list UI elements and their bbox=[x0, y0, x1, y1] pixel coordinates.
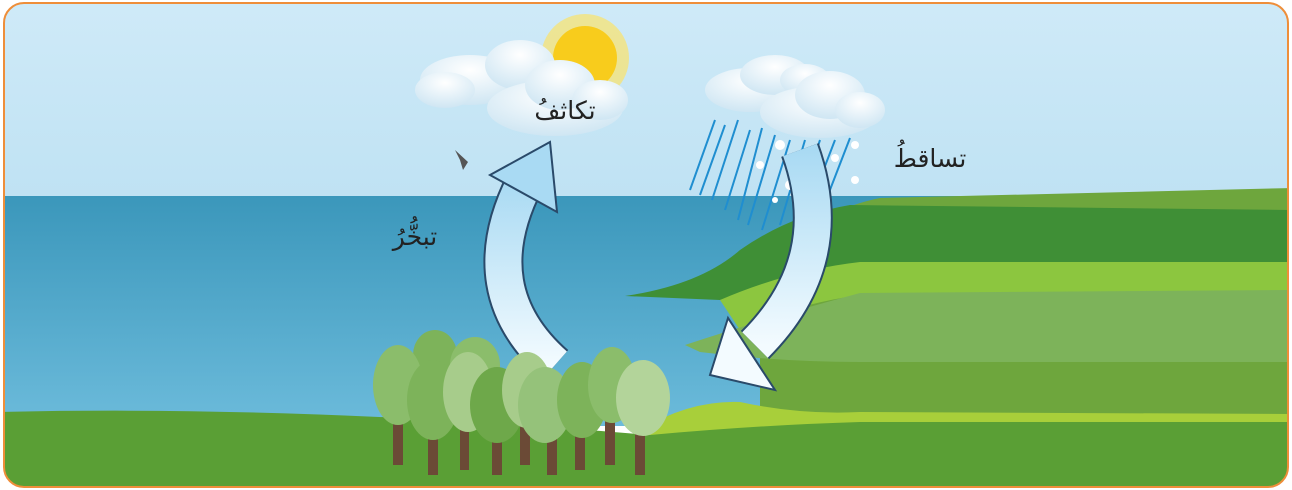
hill bbox=[685, 290, 1288, 362]
condensation-label: تكاثفُ bbox=[534, 96, 595, 125]
frame-border bbox=[3, 2, 1289, 488]
bird bbox=[455, 150, 468, 170]
sky bbox=[4, 3, 1288, 200]
ground bbox=[4, 410, 1288, 487]
cloud-group bbox=[415, 40, 885, 138]
precipitation-label: تساقطُ bbox=[894, 139, 967, 173]
evaporation-label: تبخُّرُ bbox=[391, 216, 437, 251]
trees bbox=[373, 330, 670, 475]
hill bbox=[720, 262, 1288, 330]
evaporation-arrow bbox=[483, 140, 569, 380]
precipitation-arrow bbox=[708, 143, 833, 392]
